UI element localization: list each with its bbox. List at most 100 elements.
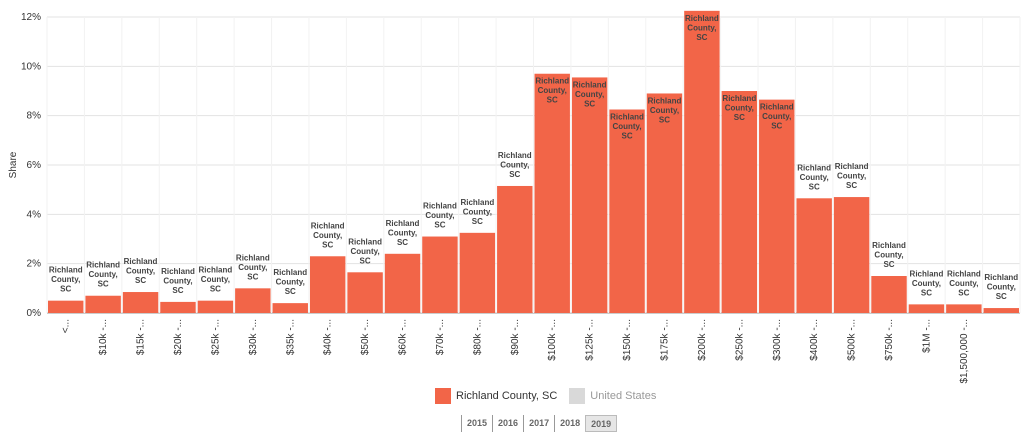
year-button-2017[interactable]: 2017 xyxy=(523,415,554,432)
bar[interactable] xyxy=(983,308,1019,313)
bar-chart: 0%2%4%6%8%10%12% Share RichlandCounty,SC… xyxy=(8,10,1021,384)
y-axis: 0% 2% 4% 6% 8% 10% 12% xyxy=(21,12,41,319)
bar[interactable] xyxy=(48,300,84,313)
x-tick-label: <... xyxy=(61,319,72,333)
bar-data-label: SC xyxy=(210,285,221,294)
x-tick-label: $500k -... xyxy=(847,319,858,361)
bar-data-label: Richland xyxy=(722,94,756,103)
bar-data-label: County, xyxy=(276,278,305,287)
bar-data-label: SC xyxy=(659,115,670,124)
bar[interactable] xyxy=(871,276,907,313)
bar[interactable] xyxy=(197,300,234,313)
bar[interactable] xyxy=(946,304,982,313)
x-tick-label: $400k -... xyxy=(809,319,820,361)
x-tick-label: $250k -... xyxy=(734,319,745,361)
x-tick-label: $125k -... xyxy=(585,319,596,361)
legend-swatch-united-states xyxy=(569,388,586,404)
bar-data-label: SC xyxy=(509,170,520,179)
bar-data-label: County, xyxy=(463,207,492,216)
bar-data-label: Richland xyxy=(984,273,1018,282)
bar-data-label: Richland xyxy=(273,268,307,277)
x-tick-label: $150k -... xyxy=(622,319,633,361)
year-button-2015[interactable]: 2015 xyxy=(461,415,492,432)
bar-data-label: SC xyxy=(958,288,969,297)
bar-data-label: SC xyxy=(135,276,146,285)
bar[interactable] xyxy=(684,10,720,313)
bar-data-label: County, xyxy=(126,267,155,276)
bar[interactable] xyxy=(796,198,832,313)
y-tick-label: 2% xyxy=(27,259,42,270)
x-tick-label: $100k -... xyxy=(547,319,558,361)
bar-data-label: County, xyxy=(575,90,604,99)
bar[interactable] xyxy=(721,91,758,313)
year-button-2018[interactable]: 2018 xyxy=(554,415,585,432)
bar-data-label: SC xyxy=(247,272,258,281)
x-tick-label: $1M -... xyxy=(921,319,932,353)
bar-data-label: County, xyxy=(874,251,903,260)
bar-data-label: County, xyxy=(388,228,417,237)
bar-data-label: Richland xyxy=(49,266,83,275)
bar-data-label: County, xyxy=(612,122,641,131)
bar[interactable] xyxy=(347,272,383,313)
bar[interactable] xyxy=(609,109,645,314)
bar-data-label: Richland xyxy=(535,77,569,86)
bar-data-label: Richland xyxy=(872,241,906,250)
bar-data-label: SC xyxy=(98,280,109,289)
bar-data-label: Richland xyxy=(386,219,420,228)
y-tick-label: 12% xyxy=(21,12,41,23)
x-tick-label: $300k -... xyxy=(772,319,783,361)
year-button-2016[interactable]: 2016 xyxy=(492,415,523,432)
legend-label-united-states: United States xyxy=(590,390,657,402)
bar-data-label: County, xyxy=(163,276,192,285)
bar[interactable] xyxy=(759,99,795,313)
year-button-2019[interactable]: 2019 xyxy=(585,415,618,432)
x-tick-label: $1,500,000 -... xyxy=(959,319,970,384)
bar[interactable] xyxy=(235,288,271,313)
bar[interactable] xyxy=(309,256,346,313)
bar[interactable] xyxy=(497,185,533,313)
legend-item-richland[interactable]: Richland County, SC xyxy=(435,388,557,404)
x-tick-label: $35k -... xyxy=(285,319,296,355)
bar-data-label: Richland xyxy=(86,261,120,270)
bar[interactable] xyxy=(384,253,421,313)
x-tick-label: $200k -... xyxy=(697,319,708,361)
bar[interactable] xyxy=(122,292,159,313)
bar[interactable] xyxy=(646,93,683,313)
y-tick-label: 0% xyxy=(27,308,42,319)
y-axis-label: Share xyxy=(8,151,19,178)
x-tick-label: $60k -... xyxy=(398,319,409,355)
bar[interactable] xyxy=(833,197,870,313)
bar-data-label: SC xyxy=(397,238,408,247)
bar-data-label: County, xyxy=(687,23,716,32)
y-tick-label: 10% xyxy=(21,61,41,72)
bar[interactable] xyxy=(459,232,496,313)
bar-data-label: County, xyxy=(725,104,754,113)
bar[interactable] xyxy=(85,295,121,313)
bar-data-label: County, xyxy=(500,160,529,169)
bar-data-label: SC xyxy=(846,181,857,190)
bar-data-label: County, xyxy=(800,173,829,182)
x-tick-label: $40k -... xyxy=(323,319,334,355)
bar-data-label: Richland xyxy=(573,80,607,89)
bar[interactable] xyxy=(160,301,196,313)
bar-data-label: Richland xyxy=(947,269,981,278)
bar[interactable] xyxy=(534,73,570,313)
bar-data-label: County, xyxy=(51,275,80,284)
bar-data-label: County, xyxy=(987,283,1016,292)
bar-data-label: SC xyxy=(172,286,183,295)
bar[interactable] xyxy=(272,303,308,313)
x-tick-label: $15k -... xyxy=(136,319,147,355)
bar[interactable] xyxy=(908,304,945,313)
legend-swatch-richland xyxy=(435,388,451,404)
legend-label-richland: Richland County, SC xyxy=(456,390,558,402)
x-axis: <... $10k -... $15k -... $20k -... $25k -...… xyxy=(61,319,970,384)
legend-item-united-states[interactable]: United States xyxy=(569,388,656,404)
bar-data-label: County, xyxy=(351,247,380,256)
bar-data-label: County, xyxy=(949,279,978,288)
bar-data-label: SC xyxy=(434,221,445,230)
bar[interactable] xyxy=(422,236,458,313)
bar-data-label: Richland xyxy=(311,221,345,230)
bar[interactable] xyxy=(571,77,608,313)
bar-data-label: SC xyxy=(696,33,707,42)
bar-data-label: County, xyxy=(912,279,941,288)
